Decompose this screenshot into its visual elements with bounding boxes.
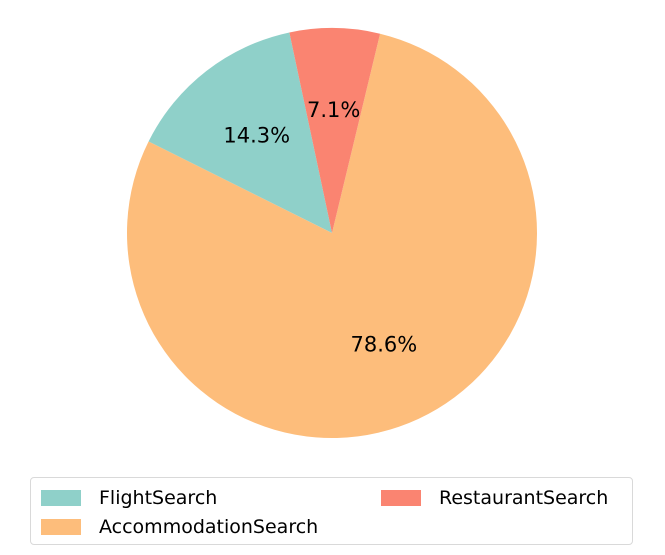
legend-label-flightsearch: FlightSearch [99,487,218,509]
pie-label-restaurantsearch: 7.1% [307,98,360,122]
legend: FlightSearch AccommodationSearch Restaur… [30,477,633,545]
legend-swatch-flightsearch [41,490,81,506]
pie-label-flightsearch: 14.3% [223,124,290,148]
pie-slices [127,28,537,439]
pie-labels: 14.3% 78.6% 7.1% [223,98,417,357]
pie-slice-accommodationsearch [127,33,537,439]
pie-slice-flightsearch [148,32,332,234]
legend-item-accommodationsearch: AccommodationSearch [41,515,318,539]
pie-chart: 14.3% 78.6% 7.1% [127,28,537,439]
legend-swatch-accommodationsearch [41,519,81,535]
legend-item-restaurantsearch: RestaurantSearch [381,486,608,510]
legend-label-restaurantsearch: RestaurantSearch [439,487,609,509]
pie-slice-restaurantsearch [289,28,381,234]
legend-item-flightsearch: FlightSearch [41,486,217,510]
legend-label-accommodationsearch: AccommodationSearch [99,516,319,538]
legend-swatch-restaurantsearch [381,490,421,506]
pie-label-accommodationsearch: 78.6% [351,333,418,357]
